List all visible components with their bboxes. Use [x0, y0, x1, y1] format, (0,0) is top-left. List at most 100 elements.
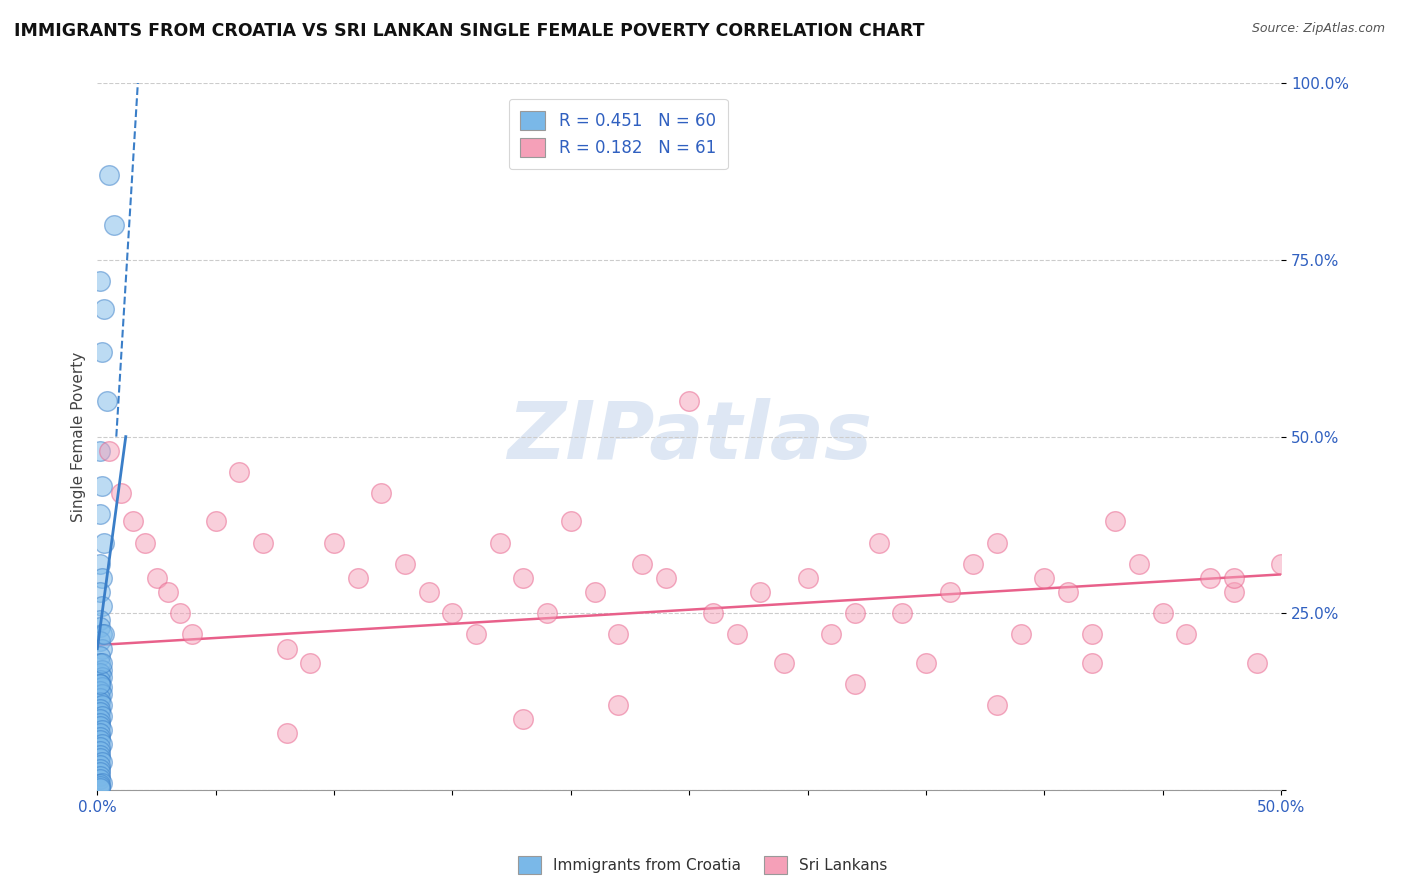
Point — [89, 747, 111, 762]
Text: Source: ZipAtlas.com: Source: ZipAtlas.com — [1251, 22, 1385, 36]
Point — [91, 723, 114, 737]
Point — [98, 168, 121, 182]
Point — [89, 677, 111, 691]
Point — [145, 571, 167, 585]
Legend: Immigrants from Croatia, Sri Lankans: Immigrants from Croatia, Sri Lankans — [512, 850, 894, 880]
Point — [89, 777, 111, 791]
Point — [89, 673, 111, 688]
Point — [488, 535, 510, 549]
Text: IMMIGRANTS FROM CROATIA VS SRI LANKAN SINGLE FEMALE POVERTY CORRELATION CHART: IMMIGRANTS FROM CROATIA VS SRI LANKAN SI… — [14, 22, 925, 40]
Point — [91, 479, 114, 493]
Point — [91, 776, 114, 790]
Point — [89, 712, 111, 726]
Point — [1128, 557, 1150, 571]
Point — [89, 691, 111, 706]
Point — [1222, 571, 1244, 585]
Point — [89, 694, 111, 708]
Point — [91, 698, 114, 712]
Point — [252, 535, 274, 549]
Point — [91, 599, 114, 614]
Point — [89, 762, 111, 776]
Point — [91, 708, 114, 723]
Point — [121, 515, 143, 529]
Point — [725, 627, 748, 641]
Point — [868, 535, 890, 549]
Point — [228, 465, 250, 479]
Point — [986, 535, 1008, 549]
Point — [1104, 515, 1126, 529]
Point — [89, 715, 111, 730]
Point — [89, 677, 111, 691]
Point — [91, 656, 114, 670]
Point — [465, 627, 488, 641]
Point — [181, 627, 204, 641]
Point — [607, 698, 630, 712]
Point — [607, 627, 630, 641]
Point — [91, 344, 114, 359]
Point — [103, 218, 125, 232]
Point — [583, 585, 606, 599]
Point — [89, 274, 111, 288]
Point — [89, 726, 111, 740]
Point — [962, 557, 984, 571]
Point — [93, 627, 115, 641]
Point — [1175, 627, 1198, 641]
Point — [796, 571, 818, 585]
Point — [512, 571, 534, 585]
Point — [110, 486, 132, 500]
Point — [89, 765, 111, 780]
Point — [560, 515, 582, 529]
Point — [96, 394, 118, 409]
Point — [512, 712, 534, 726]
Point — [89, 780, 111, 794]
Point — [93, 302, 115, 317]
Point — [1199, 571, 1222, 585]
Point — [89, 769, 111, 783]
Point — [844, 606, 866, 620]
Point — [536, 606, 558, 620]
Point — [89, 585, 111, 599]
Text: ZIPatlas: ZIPatlas — [506, 398, 872, 475]
Point — [276, 641, 298, 656]
Point — [89, 772, 111, 787]
Point — [1033, 571, 1056, 585]
Point — [394, 557, 416, 571]
Point — [702, 606, 724, 620]
Point — [938, 585, 960, 599]
Point — [91, 571, 114, 585]
Point — [89, 634, 111, 648]
Point — [91, 755, 114, 769]
Y-axis label: Single Female Poverty: Single Female Poverty — [72, 351, 86, 522]
Point — [89, 719, 111, 733]
Legend: R = 0.451   N = 60, R = 0.182   N = 61: R = 0.451 N = 60, R = 0.182 N = 61 — [509, 99, 728, 169]
Point — [299, 656, 322, 670]
Point — [654, 571, 676, 585]
Point — [323, 535, 346, 549]
Point — [631, 557, 654, 571]
Point — [93, 535, 115, 549]
Point — [89, 656, 111, 670]
Point — [276, 726, 298, 740]
Point — [986, 698, 1008, 712]
Point — [1222, 585, 1244, 599]
Point — [915, 656, 938, 670]
Point — [89, 751, 111, 765]
Point — [91, 670, 114, 684]
Point — [89, 730, 111, 744]
Point — [91, 627, 114, 641]
Point — [891, 606, 914, 620]
Point — [749, 585, 772, 599]
Point — [820, 627, 842, 641]
Point — [89, 758, 111, 772]
Point — [91, 737, 114, 751]
Point — [89, 740, 111, 755]
Point — [89, 443, 111, 458]
Point — [1270, 557, 1292, 571]
Point — [89, 744, 111, 758]
Point — [1080, 656, 1102, 670]
Point — [91, 641, 114, 656]
Point — [89, 613, 111, 627]
Point — [1010, 627, 1032, 641]
Point — [89, 684, 111, 698]
Point — [1152, 606, 1174, 620]
